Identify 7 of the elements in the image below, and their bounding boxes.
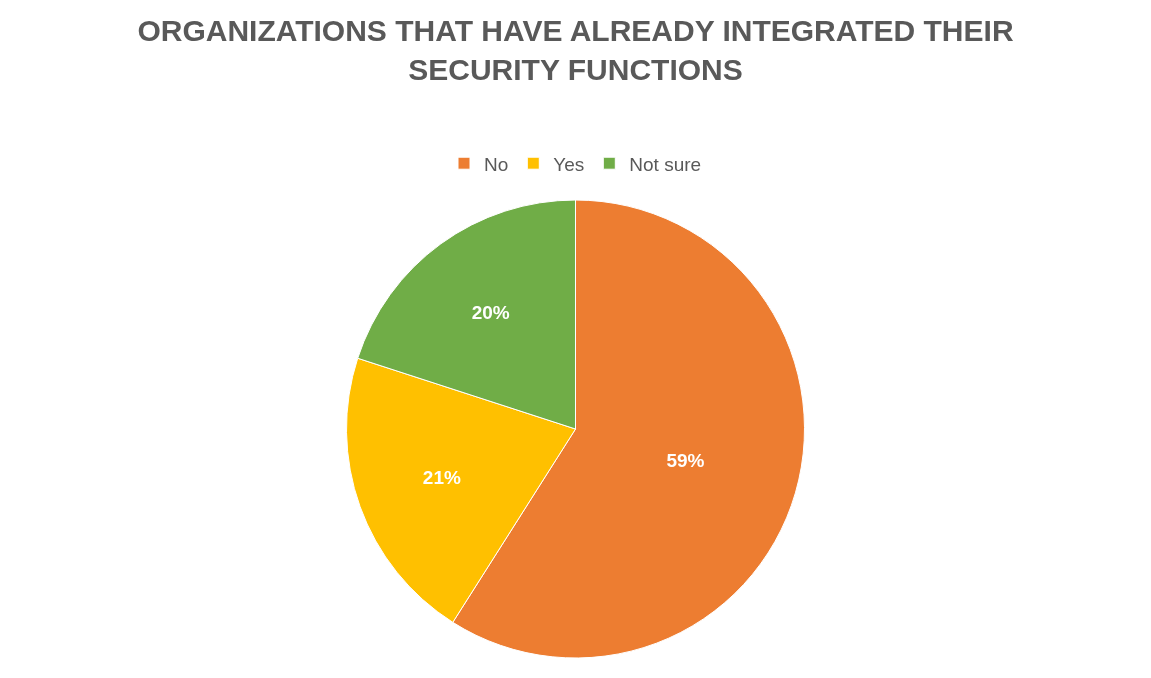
chart-title: ORGANIZATIONS THAT HAVE ALREADY INTEGRATED THEIR SECURITY FUNCTIONS — [137, 13, 1014, 86]
data-label: 21% — [422, 466, 461, 488]
data-label: 59% — [666, 450, 705, 472]
legend-label: No — [484, 153, 509, 175]
legend-label: Not sure — [629, 153, 702, 175]
legend-label: Yes — [553, 153, 585, 175]
data-label: 20% — [471, 301, 510, 323]
